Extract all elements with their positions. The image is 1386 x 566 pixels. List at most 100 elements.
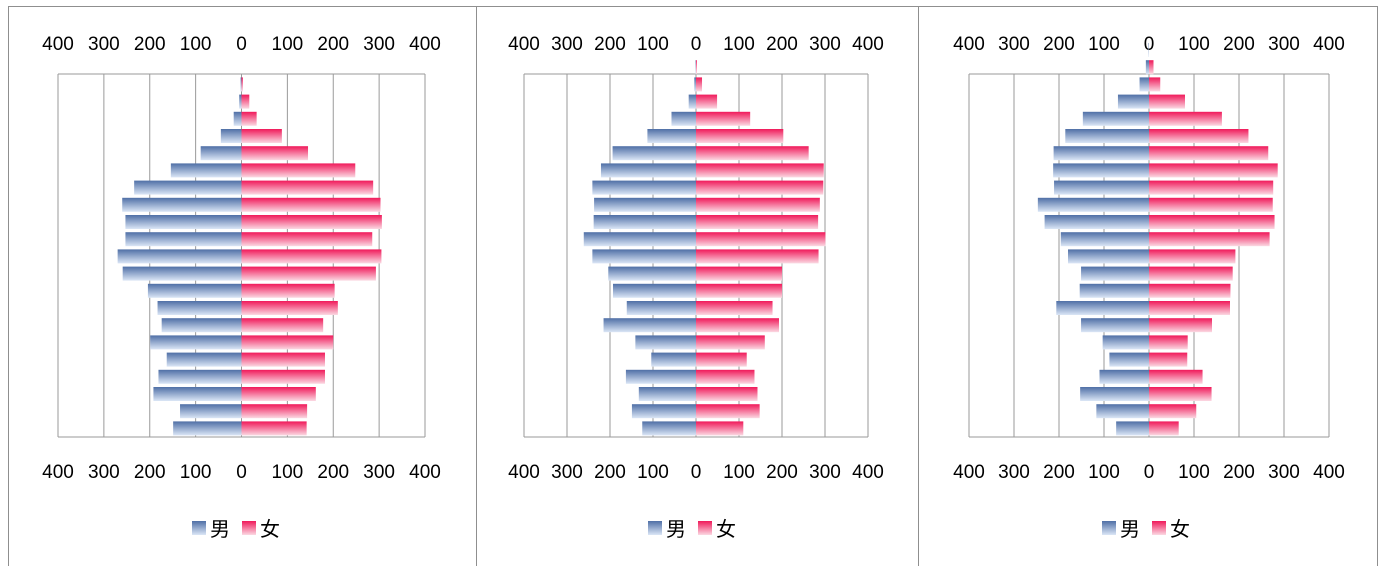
x-tick-label-bottom: 0	[691, 462, 702, 483]
bar-female	[241, 249, 382, 264]
x-tick-label-bottom: 200	[594, 462, 626, 483]
x-tick-label-bottom: 300	[998, 462, 1030, 483]
x-tick-label-bottom: 400	[508, 462, 540, 483]
bar-female	[696, 163, 824, 178]
bar-female	[1149, 335, 1188, 350]
pyramid-panel-2: 400 400 300 300 200 200 100 100 0 0 100 100 200 200 30…	[508, 34, 884, 541]
bar-male	[612, 146, 696, 161]
legend-swatch-female	[1152, 521, 1166, 535]
bar-male	[592, 180, 696, 195]
bar-male	[626, 301, 696, 315]
bar-female	[241, 111, 257, 126]
legend: 男女	[1102, 517, 1190, 541]
x-tick-label-bottom: 400	[852, 462, 884, 483]
bar-male	[173, 421, 242, 436]
pyramid-panel-1: 400 400 300 300 200 200 100 100 0 0 100 100 200 200 30…	[42, 34, 441, 541]
bar-male	[1037, 197, 1149, 212]
x-tick-label-top: 300	[551, 34, 583, 55]
bar-female	[241, 387, 316, 401]
bar-male	[638, 387, 696, 401]
bar-female	[241, 94, 250, 109]
bar-male	[694, 77, 696, 92]
bar-female	[696, 266, 782, 281]
x-tick-label-top: 0	[691, 34, 702, 55]
x-tick-label-top: 100	[180, 34, 212, 55]
x-tick-label-bottom: 200	[766, 462, 798, 483]
bar-male	[1082, 111, 1149, 126]
bar-female	[1149, 60, 1154, 75]
x-tick-label-bottom: 100	[723, 462, 755, 483]
bar-female	[1149, 404, 1197, 419]
x-tick-label-bottom: 200	[317, 462, 349, 483]
bar-male	[240, 77, 242, 92]
bar-female	[241, 163, 356, 178]
legend-label-female: 女	[260, 517, 280, 541]
bar-female	[1149, 94, 1185, 109]
bar-female	[241, 180, 374, 195]
x-tick-label-top: 100	[1088, 34, 1120, 55]
pyramid-panel-3: 4004003003002002001001000010010020020030…	[953, 34, 1345, 541]
bar-female	[241, 146, 309, 161]
bar-male	[592, 249, 696, 264]
bar-female	[1149, 318, 1212, 333]
legend-label-male: 男	[210, 517, 230, 541]
bar-male	[150, 335, 242, 350]
bar-female	[1149, 111, 1222, 126]
x-tick-label-bottom: 400	[42, 462, 74, 483]
bar-male	[642, 421, 696, 436]
x-tick-label-bottom: 100	[272, 462, 304, 483]
legend-label-female: 女	[716, 517, 736, 541]
bar-male	[613, 283, 696, 298]
bar-male	[1139, 77, 1149, 92]
bar-male	[200, 146, 242, 161]
x-tick-label-bottom: 300	[551, 462, 583, 483]
bar-male	[631, 404, 696, 419]
bar-male	[1102, 335, 1149, 350]
bar-male	[1060, 232, 1149, 247]
bar-female	[696, 369, 755, 384]
bar-female	[1149, 283, 1231, 298]
bar-female	[1149, 180, 1274, 195]
bar-female	[696, 197, 820, 212]
legend-label-male: 男	[1120, 517, 1140, 541]
bar-female	[241, 197, 381, 212]
x-tick-label-top: 300	[363, 34, 395, 55]
legend-swatch-male	[1102, 521, 1116, 535]
x-tick-label-bottom: 100	[637, 462, 669, 483]
bar-female	[1149, 129, 1249, 143]
bar-female	[241, 283, 335, 298]
bar-male	[122, 266, 242, 281]
x-tick-label-bottom: 300	[1268, 462, 1300, 483]
bar-male	[1053, 163, 1149, 178]
bar-male	[594, 197, 696, 212]
bar-male	[147, 283, 242, 298]
bar-female	[241, 352, 325, 367]
bar-male	[1079, 283, 1149, 298]
x-tick-label-bottom: 200	[134, 462, 166, 483]
bar-female	[1149, 146, 1269, 161]
bar-male	[1056, 301, 1149, 315]
bar-male	[583, 232, 696, 247]
x-tick-label-top: 400	[852, 34, 884, 55]
bar-male	[1096, 404, 1149, 419]
bar-female	[1149, 387, 1212, 401]
x-tick-label-top: 0	[236, 34, 247, 55]
x-tick-label-top: 100	[1178, 34, 1210, 55]
bar-male	[688, 94, 696, 109]
x-tick-label-top: 400	[409, 34, 441, 55]
x-tick-label-bottom: 100	[180, 462, 212, 483]
bar-female	[1149, 215, 1275, 229]
bar-female	[696, 215, 819, 229]
x-tick-label-top: 300	[1268, 34, 1300, 55]
bar-male	[134, 180, 242, 195]
bar-female	[241, 129, 282, 143]
bar-male	[1081, 266, 1149, 281]
bar-female	[696, 318, 779, 333]
bar-female	[241, 266, 376, 281]
panel-divider-2	[918, 6, 919, 566]
bar-male	[600, 163, 696, 178]
bar-female	[696, 249, 819, 264]
x-tick-label-top: 400	[508, 34, 540, 55]
bar-female	[696, 77, 703, 92]
legend-swatch-male	[648, 521, 662, 535]
